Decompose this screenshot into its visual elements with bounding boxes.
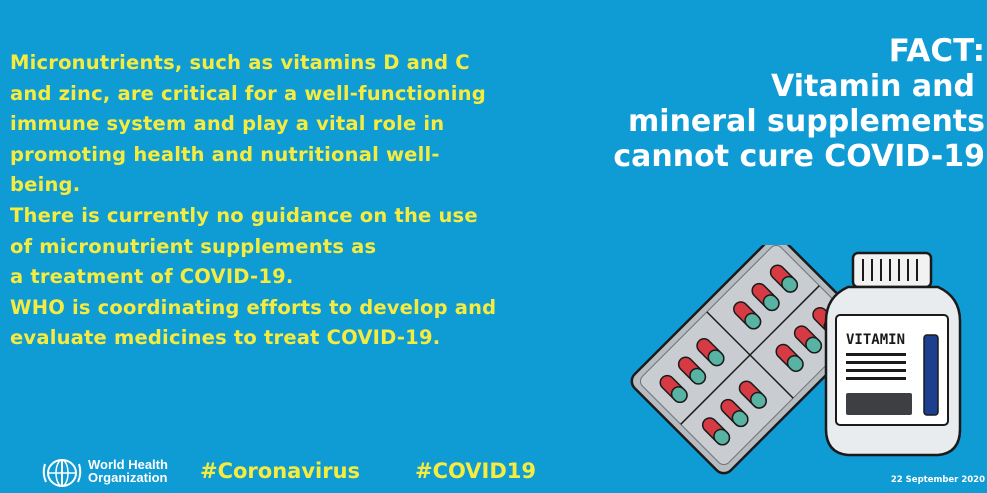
body-line: and zinc, are critical for a well-functi… [10,81,486,105]
fact-line: Vitamin and [771,69,975,104]
pill-blister-pack-icon [630,245,870,475]
body-line: being. [10,173,81,197]
who-emblem-icon [42,459,82,487]
fact-line: cannot cure COVID-19 [613,139,985,174]
body-line: WHO is coordinating efforts to develop a… [10,295,497,319]
fact-line: mineral supplements [628,104,985,139]
hashtag-coronavirus: #Coronavirus [200,459,361,483]
supplements-illustration: VITAMIN [630,245,962,475]
hashtag-covid19: #COVID19 [415,459,537,483]
bottle-label: VITAMIN [846,332,905,348]
vitamin-bottle-icon: VITAMIN [824,251,962,457]
body-line: a treatment of COVID-19. [10,265,294,289]
body-line: evaluate medicines to treat COVID-19. [10,326,441,350]
body-text: Micronutrients, such as vitamins D and C… [10,48,550,354]
date-label: 22 September 2020 [890,475,985,485]
body-line: There is currently no guidance on the us… [10,203,478,227]
fact-heading: FACT: Vitamin and mineral supplements ca… [565,33,985,175]
org-name-line: Organization [88,470,168,485]
body-line: Micronutrients, such as vitamins D and C [10,51,470,74]
footer: World Health Organization #Coronavirus #… [0,450,987,493]
org-name-line: World Health [88,457,168,472]
body-line: immune system and play a vital role in [10,112,445,136]
org-name: World Health Organization [88,458,168,484]
body-line: of micronutrient supplements as [10,234,377,258]
fact-label: FACT: [888,33,985,69]
body-line: promoting health and nutritional well- [10,142,440,166]
